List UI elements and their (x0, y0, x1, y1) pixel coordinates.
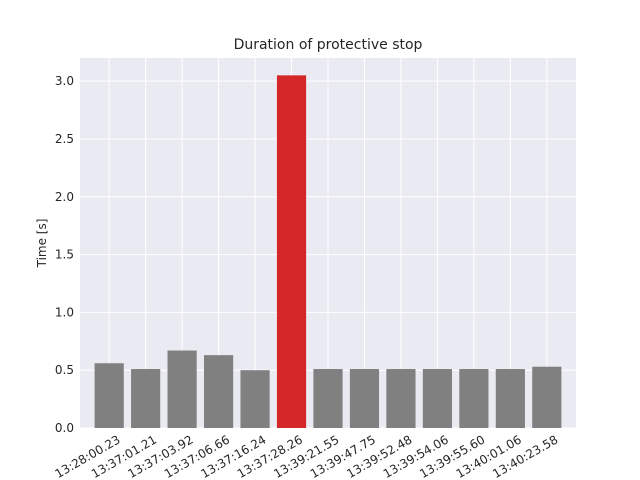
y-tick-label: 2.0 (55, 190, 74, 204)
bars (94, 75, 562, 428)
bar (386, 369, 416, 428)
bar (94, 363, 124, 428)
y-tick-label: 2.5 (55, 132, 74, 146)
bar (131, 369, 161, 428)
bar (422, 369, 452, 428)
y-tick-label: 1.0 (55, 305, 74, 319)
y-tick-label: 0.0 (55, 421, 74, 435)
bar (459, 369, 489, 428)
x-axis-ticks: 13:28:00.2313:37:01.2113:37:03.9213:37:0… (52, 432, 560, 480)
y-tick-label: 3.0 (55, 74, 74, 88)
y-axis-label: Time [s] (35, 219, 49, 269)
y-tick-label: 0.5 (55, 363, 74, 377)
y-axis-ticks: 0.0 0.5 1.0 1.5 2.0 2.5 3.0 (55, 74, 74, 435)
bar-highlighted (276, 75, 307, 428)
y-tick-label: 1.5 (55, 248, 74, 262)
bar (204, 355, 234, 428)
bar (495, 369, 525, 428)
bar (349, 369, 380, 428)
bar (167, 350, 197, 428)
chart-title: Duration of protective stop (234, 37, 423, 53)
bar (313, 369, 343, 428)
bar (532, 366, 562, 428)
bar (240, 370, 270, 428)
